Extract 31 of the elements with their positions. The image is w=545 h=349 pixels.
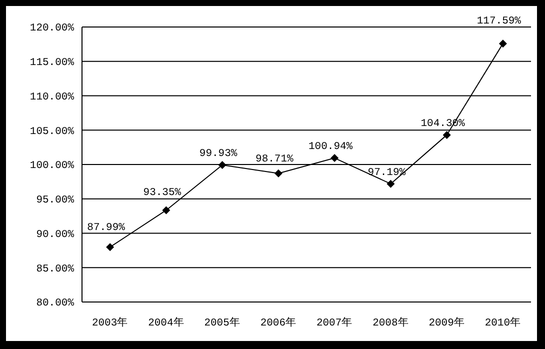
point	[442, 130, 451, 139]
point	[162, 206, 170, 214]
point	[106, 243, 114, 252]
x-tick-label: 2006年	[260, 316, 297, 330]
point	[274, 169, 282, 178]
x-tick-label: 2008年	[372, 316, 409, 330]
y-tick-label: 110.00%	[30, 91, 75, 104]
y-tick-label: 120.00%	[30, 22, 75, 35]
point	[498, 40, 507, 48]
x-tick-label: 2009年	[428, 316, 465, 330]
y-tick-label: 90.00%	[36, 228, 75, 241]
y-tick-label: 115.00%	[30, 57, 75, 70]
x-tick-label: 2005年	[204, 316, 240, 330]
y-tick-label: 85.00%	[36, 263, 75, 276]
y-tick-label: 95.00%	[36, 194, 75, 207]
x-tick-label: 2004年	[148, 316, 184, 330]
data-label: 93.35%	[143, 187, 182, 200]
point	[218, 160, 226, 169]
data-label: 117.59%	[476, 16, 522, 28]
data-label: 99.93%	[199, 148, 238, 160]
y-tick-label: 105.00%	[30, 126, 75, 138]
point	[330, 154, 339, 162]
data-label: 98.71%	[256, 153, 294, 166]
point	[386, 180, 395, 188]
data-label: 87.99%	[87, 222, 126, 234]
y-tick-label: 80.00%	[36, 298, 75, 310]
x-tick-label: 2003年	[92, 316, 128, 330]
x-tick-label: 2007年	[316, 316, 353, 330]
x-tick-label: 2010年	[484, 316, 522, 330]
data-label: 100.94%	[308, 141, 354, 154]
y-tick-label: 100.00%	[30, 160, 75, 172]
